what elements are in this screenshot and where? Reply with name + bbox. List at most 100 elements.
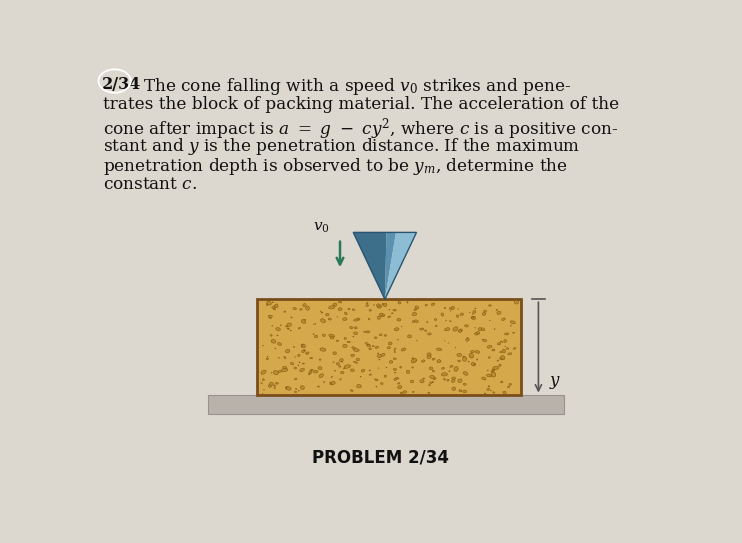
Ellipse shape	[330, 383, 332, 385]
Ellipse shape	[412, 367, 413, 368]
Ellipse shape	[510, 321, 516, 324]
Ellipse shape	[502, 342, 503, 343]
Ellipse shape	[471, 316, 474, 318]
Ellipse shape	[356, 362, 358, 363]
Ellipse shape	[393, 358, 396, 359]
Ellipse shape	[302, 363, 304, 364]
Ellipse shape	[473, 364, 476, 365]
Ellipse shape	[460, 313, 464, 315]
Ellipse shape	[513, 332, 515, 333]
Ellipse shape	[432, 358, 435, 360]
Ellipse shape	[431, 303, 435, 306]
Ellipse shape	[293, 346, 295, 348]
Ellipse shape	[453, 327, 458, 331]
Ellipse shape	[344, 368, 345, 369]
Ellipse shape	[497, 311, 501, 314]
Ellipse shape	[353, 349, 359, 351]
Ellipse shape	[338, 366, 341, 367]
Ellipse shape	[488, 305, 491, 306]
Ellipse shape	[344, 365, 350, 368]
Ellipse shape	[492, 369, 495, 371]
Ellipse shape	[274, 385, 276, 387]
Ellipse shape	[310, 357, 312, 359]
Ellipse shape	[310, 369, 313, 371]
Ellipse shape	[301, 320, 306, 323]
Ellipse shape	[344, 312, 347, 315]
Ellipse shape	[415, 320, 418, 323]
Ellipse shape	[397, 339, 398, 340]
Ellipse shape	[500, 341, 502, 342]
Ellipse shape	[476, 332, 480, 334]
Ellipse shape	[507, 348, 509, 349]
Ellipse shape	[423, 378, 424, 379]
Ellipse shape	[400, 392, 402, 394]
Ellipse shape	[298, 390, 299, 391]
Ellipse shape	[338, 301, 342, 303]
Ellipse shape	[441, 313, 444, 316]
Ellipse shape	[299, 362, 300, 363]
Text: stant and $y$ is the penetration distance. If the maximum: stant and $y$ is the penetration distanc…	[103, 136, 580, 157]
Ellipse shape	[394, 328, 399, 331]
Ellipse shape	[269, 317, 271, 319]
Ellipse shape	[269, 382, 273, 386]
Ellipse shape	[444, 307, 446, 308]
Ellipse shape	[500, 351, 502, 353]
Text: $y$: $y$	[549, 375, 561, 392]
Ellipse shape	[424, 330, 427, 331]
Ellipse shape	[381, 383, 383, 384]
Ellipse shape	[354, 361, 355, 363]
Ellipse shape	[420, 380, 424, 383]
Text: The cone falling with a speed $v_0$ strikes and pene-: The cone falling with a speed $v_0$ stri…	[143, 75, 572, 97]
Ellipse shape	[496, 310, 498, 311]
Ellipse shape	[283, 366, 286, 369]
Ellipse shape	[313, 370, 318, 373]
Ellipse shape	[433, 377, 436, 380]
Ellipse shape	[451, 306, 454, 310]
Ellipse shape	[427, 353, 431, 356]
Ellipse shape	[263, 379, 264, 381]
Ellipse shape	[298, 354, 300, 357]
Ellipse shape	[298, 365, 299, 366]
Ellipse shape	[343, 344, 347, 348]
Ellipse shape	[407, 370, 410, 374]
Ellipse shape	[303, 350, 305, 351]
Ellipse shape	[490, 390, 491, 391]
Ellipse shape	[275, 382, 278, 384]
Ellipse shape	[454, 367, 458, 371]
Ellipse shape	[382, 304, 384, 305]
Text: trates the block of packing material. The acceleration of the: trates the block of packing material. Th…	[103, 96, 620, 113]
Ellipse shape	[413, 359, 416, 362]
Ellipse shape	[291, 317, 292, 318]
Ellipse shape	[478, 327, 482, 331]
Ellipse shape	[407, 335, 412, 338]
Ellipse shape	[287, 328, 289, 329]
Ellipse shape	[462, 357, 467, 361]
Ellipse shape	[321, 312, 323, 313]
Ellipse shape	[497, 360, 499, 361]
Ellipse shape	[493, 392, 495, 393]
Ellipse shape	[294, 367, 297, 369]
Ellipse shape	[459, 390, 462, 392]
Ellipse shape	[353, 336, 354, 337]
Ellipse shape	[269, 385, 272, 387]
Ellipse shape	[328, 318, 332, 320]
Ellipse shape	[488, 357, 490, 358]
Ellipse shape	[491, 372, 496, 377]
Ellipse shape	[267, 301, 272, 305]
Ellipse shape	[388, 316, 390, 318]
Bar	[257, 299, 521, 395]
Ellipse shape	[392, 313, 393, 314]
Ellipse shape	[275, 304, 278, 308]
Ellipse shape	[386, 367, 387, 368]
Ellipse shape	[505, 333, 509, 335]
Ellipse shape	[321, 319, 326, 323]
Ellipse shape	[469, 353, 473, 358]
Ellipse shape	[309, 374, 310, 375]
Ellipse shape	[508, 353, 512, 355]
Ellipse shape	[484, 310, 487, 312]
Ellipse shape	[286, 349, 290, 353]
Text: cone after impact is $a\ =\ g\ -\ cy^2$, where $c$ is a positive con-: cone after impact is $a\ =\ g\ -\ cy^2$,…	[103, 116, 618, 142]
Ellipse shape	[261, 370, 266, 374]
Ellipse shape	[398, 383, 400, 384]
Polygon shape	[385, 232, 416, 299]
